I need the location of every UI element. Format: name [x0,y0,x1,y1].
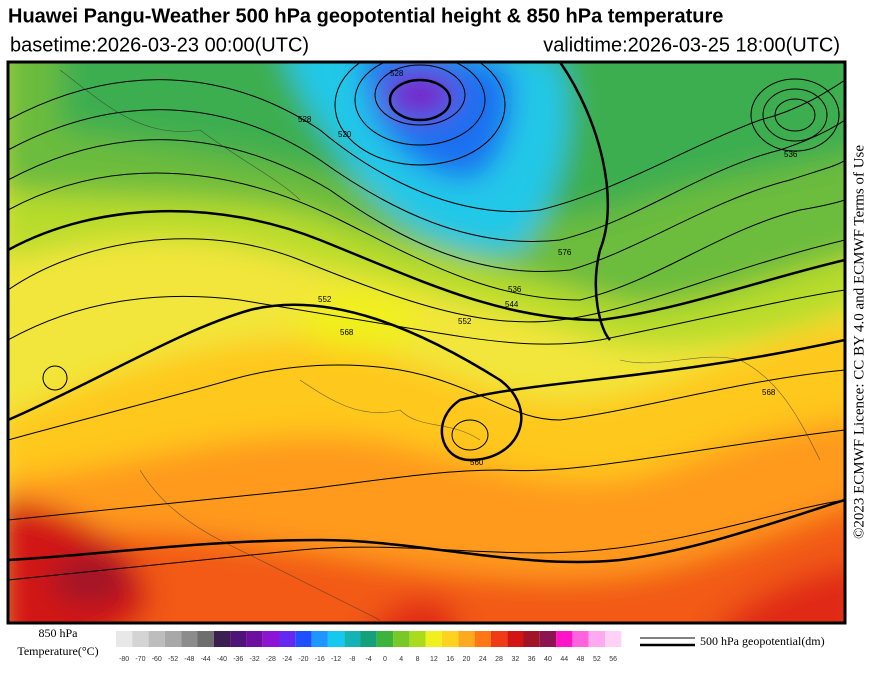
colorbar-swatch [230,631,247,647]
legend-title: Temperature(°C) [17,644,98,658]
colorbar-tick-label: 16 [446,656,454,663]
colorbar-tick-label: -60 [152,656,162,663]
colorbar-swatch [295,631,312,647]
colorbar-tick-label: -80 [119,656,129,663]
colorbar-tick-label: 44 [560,656,568,663]
contour-label: 568 [762,388,776,397]
colorbar-swatch [474,631,491,647]
colorbar: -80 -70 -60 -52 -48 -44 -40 -36 -32 -28 -24 -20 -16-… [116,631,622,663]
title: Huawei Pangu-Weather 500 hPa geopotentia… [8,5,723,27]
colorbar-tick-label: 4 [399,656,403,663]
colorbar-tick-label: -44 [201,656,211,663]
contour-label: 528 [390,69,404,78]
colorbar-swatch [213,631,231,647]
colorbar-swatch [572,631,589,647]
colorbar-swatch [409,631,426,647]
colorbar-tick-label: -8 [349,656,355,663]
colorbar-swatch [279,631,296,647]
colorbar-tick-label: -4 [366,656,372,663]
colorbar-tick-label: -70 [135,656,145,663]
contour-label: 536 [784,150,798,159]
colorbar-swatch [181,631,198,647]
colorbar-swatch [197,631,214,647]
contour-label: 520 [338,130,352,139]
colorbar-swatch [116,631,133,647]
colorbar-tick-label: 32 [511,656,519,663]
colorbar-swatch [425,631,442,647]
contour-label: 552 [458,317,472,326]
colorbar-tick-label: -28 [266,656,276,663]
colorbar-tick-label: 28 [495,656,503,663]
colorbar-tick-label: 56 [609,656,617,663]
contour-label: 568 [340,328,354,337]
colorbar-swatch [262,631,279,647]
colorbar-swatch [311,631,328,647]
basetime: basetime:2026-03-23 00:00(UTC) [10,34,309,56]
colorbar-swatch [132,631,149,647]
colorbar-tick-label: 40 [544,656,552,663]
colorbar-swatch [164,631,182,647]
legend-title: 850 hPa [39,626,79,640]
colorbar-swatch [246,631,263,647]
colorbar-swatch [327,631,345,647]
colorbar-tick-label: 48 [577,656,585,663]
colorbar-swatch [490,631,508,647]
colorbar-swatch [360,631,377,647]
colorbar-swatch [393,631,410,647]
colorbar-tick-label: -48 [184,656,194,663]
colorbar-tick-label: -12 [331,656,341,663]
colorbar-swatch [539,631,557,647]
colorbar-tick-label: -40 [217,656,227,663]
colorbar-tick-label: 36 [528,656,536,663]
contour-label: 552 [318,295,332,304]
colorbar-swatch [507,631,524,647]
colorbar-swatch [523,631,540,647]
colorbar-tick-label: -36 [233,656,243,663]
colorbar-tick-label: 8 [416,656,420,663]
colorbar-tick-label: 20 [463,656,471,663]
colorbar-swatch [556,631,573,647]
contour-label: 560 [470,458,484,467]
colorbar-swatch [458,631,475,647]
colorbar-tick-label: -52 [168,656,178,663]
colorbar-tick-label: 52 [593,656,601,663]
colorbar-tick-label: 12 [430,656,438,663]
colorbar-swatch [442,631,459,647]
colorbar-tick-label: -24 [282,656,292,663]
contour-label: 536 [508,285,522,294]
colorbar-tick-label: -32 [249,656,259,663]
validtime: validtime:2026-03-25 18:00(UTC) [543,34,840,56]
colorbar-swatch [344,631,361,647]
colorbar-tick-label: 0 [383,656,387,663]
contour-label: 528 [298,115,312,124]
map-frame [6,60,847,625]
license: ©2023 ECMWF Licence: CC BY 4.0 and ECMWF… [851,145,867,539]
contour-label: 544 [505,300,519,309]
colorbar-tick-label: -16 [315,656,325,663]
colorbar-swatch [588,631,605,647]
colorbar-swatch [376,631,394,647]
contour-label: 576 [558,248,572,257]
colorbar-swatch [148,631,165,647]
legend-line-label: 500 hPa geopotential(dm) [700,634,825,648]
colorbar-swatch [605,631,622,647]
colorbar-tick-label: 24 [479,656,487,663]
colorbar-tick-label: -20 [298,656,308,663]
